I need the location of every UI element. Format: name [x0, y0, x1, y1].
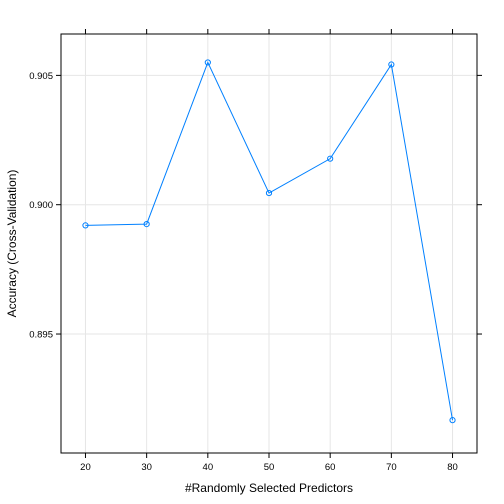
y-tick-label: 0.900 — [29, 200, 53, 211]
data-point — [82, 222, 89, 229]
data-point — [265, 189, 273, 197]
data-point — [327, 155, 334, 162]
grid-lines — [61, 34, 477, 453]
series-line — [85, 61, 454, 421]
x-tick-label: 50 — [264, 462, 275, 473]
x-tick-label: 80 — [447, 462, 458, 473]
x-tick-label: 40 — [203, 462, 214, 473]
x-tick-label: 30 — [141, 462, 152, 473]
y-tick-label: 0.905 — [29, 71, 53, 82]
data-point — [204, 59, 211, 66]
data-series — [82, 59, 456, 424]
data-point — [449, 417, 456, 424]
x-tick-label: 60 — [325, 462, 336, 473]
x-axis-title: #Randomly Selected Predictors — [185, 481, 353, 495]
x-tick-label: 20 — [80, 462, 91, 473]
x-tick-label: 70 — [386, 462, 397, 473]
y-axis-title: Accuracy (Cross-Validation) — [5, 170, 19, 318]
y-tick-label: 0.895 — [29, 330, 53, 341]
data-point — [388, 61, 395, 68]
axis-ticks: 20 30 40 50 60 70 80 0.895 0.900 0.905 — [29, 29, 482, 473]
data-point — [143, 221, 150, 228]
